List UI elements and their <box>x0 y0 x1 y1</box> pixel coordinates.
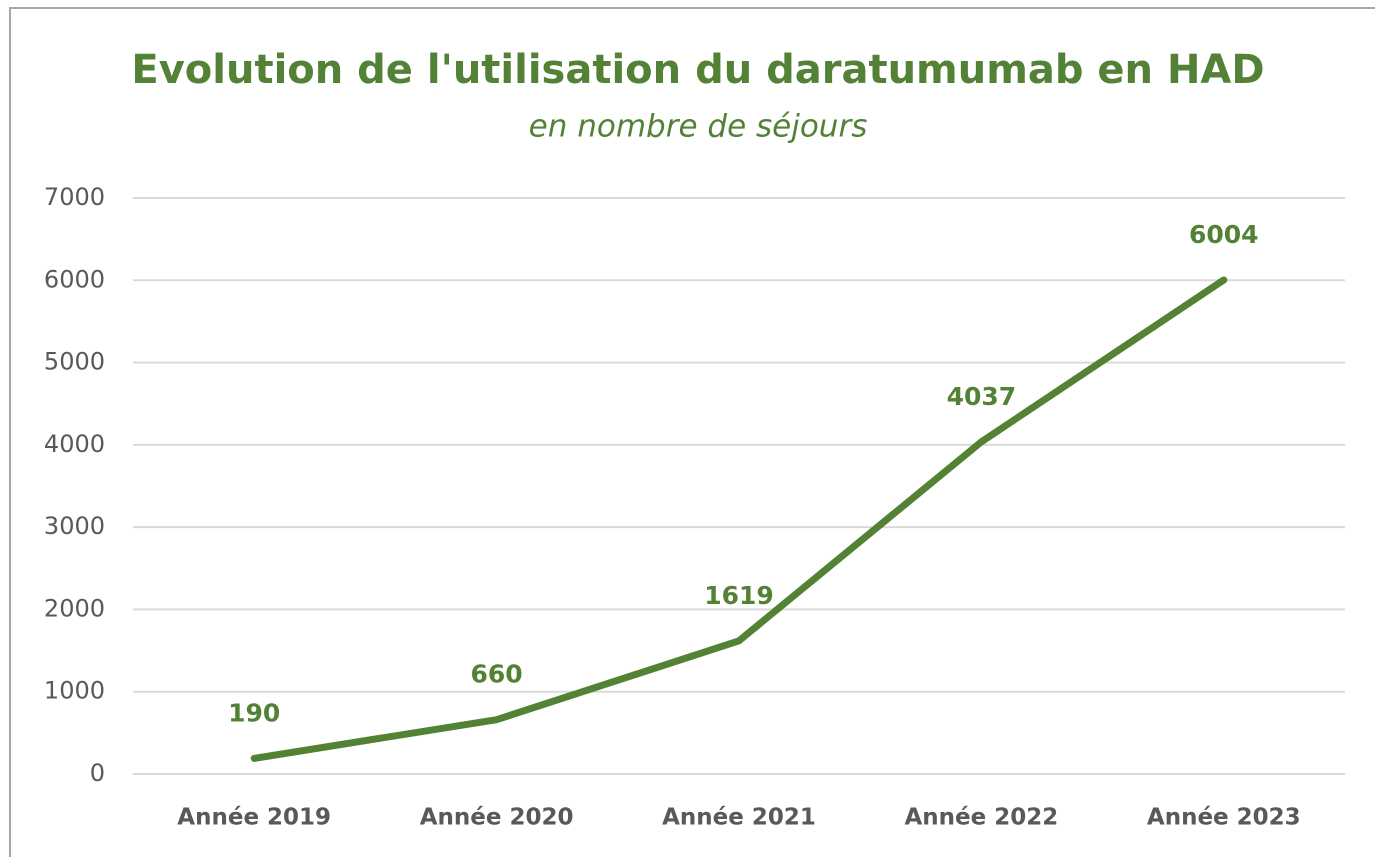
chart-title: Evolution de l'utilisation du daratumuma… <box>131 47 1264 93</box>
y-tick-label: 0 <box>90 759 105 787</box>
y-tick-label: 6000 <box>44 265 105 293</box>
x-tick-label: Année 2023 <box>1147 805 1301 831</box>
data-label: 6004 <box>1189 220 1259 249</box>
y-tick-label: 3000 <box>44 512 105 540</box>
x-tick-label: Année 2021 <box>662 805 816 831</box>
data-label: 4037 <box>947 382 1017 411</box>
chart-subtitle: en nombre de séjours <box>529 109 868 145</box>
x-tick-label: Année 2020 <box>420 805 574 831</box>
data-label: 1619 <box>704 581 774 610</box>
data-label: 660 <box>471 660 523 689</box>
x-tick-label: Année 2019 <box>177 805 331 831</box>
y-tick-label: 1000 <box>44 677 105 705</box>
y-tick-label: 4000 <box>44 430 105 458</box>
y-tick-label: 5000 <box>44 348 105 376</box>
y-tick-label: 7000 <box>44 183 105 211</box>
data-label: 190 <box>228 698 280 727</box>
x-tick-label: Année 2022 <box>905 805 1059 831</box>
chart-frame <box>9 7 1375 857</box>
y-tick-label: 2000 <box>44 594 105 622</box>
data-line <box>250 276 1228 762</box>
